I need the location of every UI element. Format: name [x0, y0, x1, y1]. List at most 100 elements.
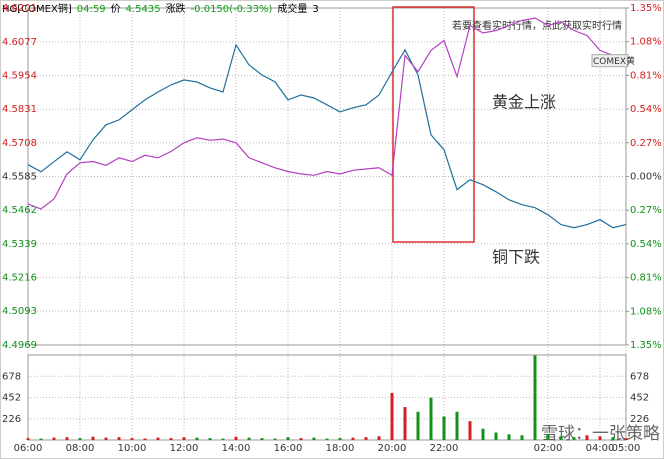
volume-bar	[169, 438, 173, 440]
y2-tick-label: 0.27%	[630, 138, 662, 149]
volume-bar	[533, 355, 537, 440]
volume-bar	[130, 438, 134, 440]
note[interactable]: 若要查看实时行情，点此获取实时行情	[452, 19, 622, 32]
volume-bar	[221, 438, 225, 440]
header-item: HG[COMEX铜]	[2, 3, 72, 15]
x-tick-label: 16:00	[274, 443, 303, 454]
y-tick-label: 4.4969	[2, 340, 37, 351]
y2-tick-label: 0.54%	[630, 104, 662, 115]
x-tick-label: 12:00	[170, 443, 199, 454]
highlight-box	[392, 6, 475, 243]
volume-bar	[364, 437, 368, 440]
volume-tick-label: 678	[2, 371, 21, 382]
volume-bar	[273, 438, 277, 440]
y-tick-label: 4.5708	[2, 138, 37, 149]
volume-bar	[52, 437, 56, 440]
volume-bar	[260, 438, 264, 440]
y-tick-label: 4.5831	[2, 104, 37, 115]
header: HG[COMEX铜] 04:59 价 4.5435 涨跌 -0.0150(-0.33%) 成…	[2, 2, 319, 15]
volume-tick-label: 452	[630, 393, 649, 404]
volume-bar	[156, 437, 160, 440]
volume-bar	[429, 397, 433, 440]
legend-box	[591, 54, 629, 68]
volume-tick-label: 226	[2, 414, 21, 425]
volume-bar	[65, 437, 69, 440]
volume-bar	[481, 428, 485, 440]
volume-bar	[234, 436, 238, 440]
legend-label: COMEX黄	[593, 55, 635, 67]
volume-bar	[585, 435, 589, 440]
watermark: 雪球：一张策略	[541, 424, 660, 444]
volume-bar	[455, 411, 459, 440]
volume-bar	[611, 437, 615, 440]
header-item: 4.5435	[126, 4, 161, 15]
volume-bar	[312, 437, 316, 440]
volume-bar	[520, 435, 524, 440]
y2-tick-label: 1.35%	[630, 340, 662, 351]
y2-tick-label: 1.35%	[630, 3, 662, 14]
y2-tick-label: 1.08%	[630, 37, 662, 48]
volume-bar	[442, 416, 446, 440]
x-tick-label: 06:00	[14, 443, 43, 454]
y-tick-label: 4.5462	[2, 205, 37, 216]
header-item: 涨跌	[166, 2, 186, 15]
volume-tick-label: 452	[2, 393, 21, 404]
header-item: 04:59	[77, 4, 106, 15]
volume-bar	[468, 421, 472, 440]
volume-bar	[377, 436, 381, 440]
y2-tick-label: 0.81%	[630, 70, 662, 81]
y-tick-label: 4.6201	[2, 3, 37, 14]
y-tick-label: 4.5954	[2, 71, 37, 82]
volume-bar	[91, 436, 95, 440]
x-tick-label: 14:00	[222, 443, 251, 454]
volume-bar	[572, 437, 576, 440]
volume-bar	[299, 438, 303, 440]
volume-tick-label: 678	[630, 371, 649, 382]
volume-bar	[390, 392, 394, 440]
volume-tick-label: 226	[630, 414, 649, 425]
y-tick-label: 4.5585	[2, 172, 37, 183]
volume-bar	[351, 437, 355, 440]
annotation: 黄金上涨	[492, 93, 556, 112]
y-tick-label: 4.5339	[2, 239, 37, 250]
x-tick-label: 04:00	[586, 443, 615, 454]
volume-bar	[247, 437, 251, 440]
header-item: 价	[111, 3, 121, 15]
x-tick-label: 20:00	[378, 443, 407, 454]
x-tick-label: 10:00	[118, 443, 147, 454]
volume-bar	[208, 438, 212, 440]
header-item: 3	[312, 4, 318, 15]
volume-bar	[338, 438, 342, 440]
y2-tick-label: 1.08%	[630, 306, 662, 317]
volume-bar	[403, 407, 407, 440]
y2-tick-label: 0.27%	[630, 205, 662, 216]
volume-bar	[26, 438, 30, 440]
x-tick-label: 22:00	[430, 443, 459, 454]
y-tick-label: 4.5216	[2, 272, 37, 283]
volume-bar	[416, 411, 420, 440]
volume-bar	[117, 437, 121, 440]
x-tick-label: 02:00	[534, 443, 563, 454]
header-item: -0.0150(-0.33%)	[191, 4, 273, 15]
volume-bar	[104, 437, 108, 440]
y-tick-label: 4.5093	[2, 306, 37, 317]
x-tick-label: 05:00	[612, 443, 641, 454]
volume-bar	[286, 437, 290, 440]
header-item: 成交量	[277, 2, 307, 15]
line	[27, 43, 627, 229]
y-tick-label: 4.6077	[2, 37, 37, 48]
annotation: 铜下跌	[492, 248, 540, 267]
y2-tick-label: 0.00%	[630, 172, 662, 183]
y2-tick-label: 0.54%	[630, 239, 662, 250]
y2-tick-label: 0.81%	[630, 273, 662, 284]
volume-bar	[494, 432, 498, 440]
volume-bar	[325, 438, 329, 440]
volume-bar	[559, 436, 563, 440]
volume-bar	[195, 437, 199, 440]
line	[27, 17, 627, 210]
volume-bar	[507, 434, 511, 440]
x-tick-label: 18:00	[326, 443, 355, 454]
volume-bar	[78, 438, 82, 440]
